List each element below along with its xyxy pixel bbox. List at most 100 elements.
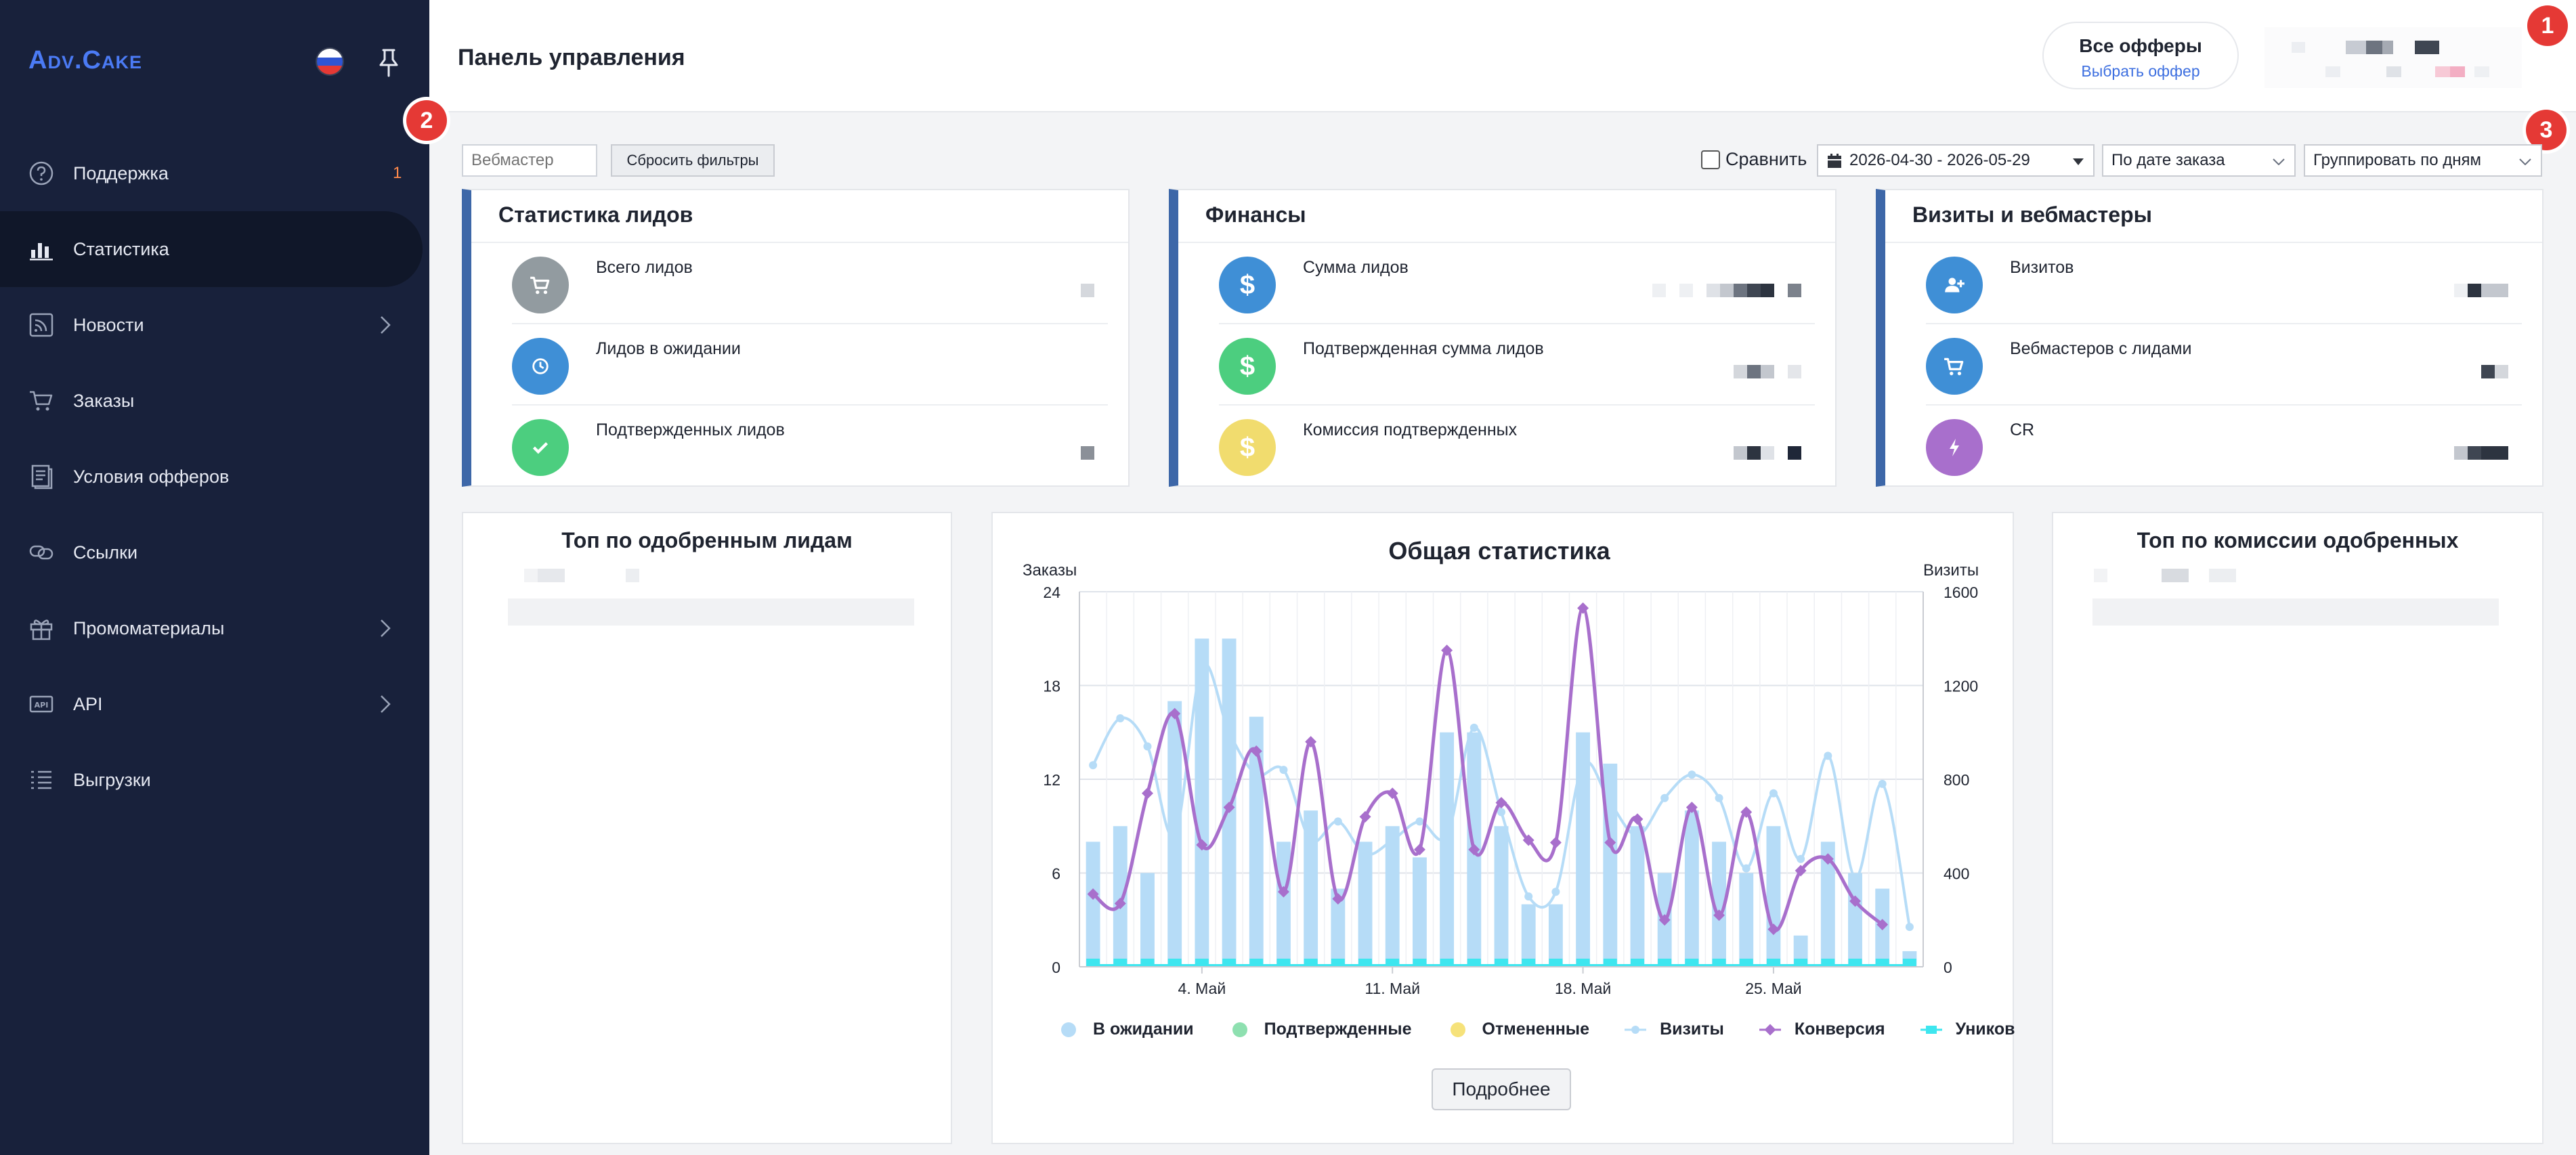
pin-icon[interactable] — [377, 47, 401, 77]
card-title: Статистика лидов — [498, 202, 693, 227]
legend-item[interactable]: В ожидании — [1056, 1020, 1194, 1039]
sidebar-item-links[interactable]: Ссылки — [0, 515, 429, 590]
sidebar-item-label: Условия офферов — [73, 466, 230, 487]
sidebar-item-label: Статистика — [73, 238, 169, 259]
offer-selector-button[interactable]: Все офферы Выбрать оффер — [2042, 22, 2239, 89]
sidebar-item-label: API — [73, 693, 103, 714]
language-flag-icon[interactable] — [317, 49, 343, 74]
cart-icon — [512, 257, 569, 313]
offer-selector-link[interactable]: Выбрать оффер — [2081, 62, 2200, 80]
divider — [1926, 323, 2522, 324]
offer-selector-title: Все офферы — [2079, 35, 2202, 56]
stat-value-redacted — [1734, 365, 1801, 378]
document-list-icon — [31, 464, 53, 489]
dollar-icon: $ — [1219, 338, 1276, 395]
compare-toggle[interactable]: Сравнить — [1701, 149, 1807, 170]
stat-label: Сумма лидов — [1303, 258, 1409, 277]
date-mode-select[interactable]: По дате заказа — [2102, 144, 2296, 177]
sidebar-item-news[interactable]: Новости — [0, 287, 429, 363]
stat-row-leads-sum: $ Сумма лидов — [1219, 243, 1815, 324]
stat-row-webmasters-with-leads: Вебмастеров с лидами — [1926, 324, 2522, 406]
divider — [471, 242, 1128, 243]
legend-label: Отмененные — [1482, 1020, 1590, 1039]
page-title: Панель управления — [458, 45, 685, 70]
cart-icon — [1926, 338, 1983, 395]
stat-label: Лидов в ожидании — [596, 339, 741, 358]
stat-row-pending-leads: Лидов в ожидании — [512, 324, 1108, 406]
legend-label: Визиты — [1660, 1020, 1724, 1039]
sidebar-item-label: Промоматериалы — [73, 617, 225, 638]
divider — [1219, 323, 1815, 324]
compare-checkbox[interactable] — [1701, 150, 1720, 169]
chevron-down-icon — [2273, 158, 2285, 165]
webmaster-filter-input[interactable] — [462, 144, 597, 177]
chevron-right-icon — [381, 316, 391, 334]
date-range-value: 2026-04-30 - 2026-05-29 — [1849, 151, 2030, 169]
chart-icon — [30, 243, 53, 261]
chart-legend: В ожидании Подтвержденные Отмененные Визиты… — [1056, 1020, 2048, 1039]
sidebar-nav: Поддержка 1 Статистика Новости Заказы Ус… — [0, 135, 429, 818]
check-icon — [512, 419, 569, 476]
logo[interactable]: Adv.Cake — [28, 46, 142, 74]
help-circle-icon — [29, 161, 53, 186]
stat-label: Комиссия подтвержденных — [1303, 420, 1518, 439]
chevron-right-icon — [381, 619, 391, 637]
stat-label: Визитов — [2010, 258, 2074, 277]
lightning-icon — [1926, 419, 1983, 476]
link-icon — [29, 545, 53, 560]
sidebar-item-promo[interactable]: Промоматериалы — [0, 590, 429, 666]
legend-marker — [1232, 1022, 1247, 1037]
sidebar-item-label: Выгрузки — [73, 769, 151, 790]
sidebar-item-statistics[interactable]: Статистика — [0, 211, 423, 287]
panel-top-approved-leads: Топ по одобренным лидам — [462, 512, 952, 1144]
card-finances: Финансы $ Сумма лидов $ Подтвержденная с… — [1169, 189, 1837, 487]
chevron-down-icon — [2519, 158, 2531, 165]
stat-value-redacted — [1081, 446, 1094, 460]
panel-title: Топ по комиссии одобренных — [2137, 528, 2459, 552]
stat-value-redacted — [2454, 284, 2508, 297]
stat-label: Подтвержденная сумма лидов — [1303, 339, 1544, 358]
sidebar-item-offer-terms[interactable]: Условия офферов — [0, 439, 429, 515]
panel-top-approved-commission: Топ по комиссии одобренных — [2052, 512, 2543, 1144]
legend-item[interactable]: Визиты — [1623, 1020, 1724, 1039]
stat-row-visits: Визитов — [1926, 243, 2522, 324]
user-info-redacted[interactable] — [2264, 27, 2522, 88]
legend-marker — [1625, 1025, 1647, 1034]
stat-label: Всего лидов — [596, 258, 693, 277]
legend-item[interactable]: Подтвержденные — [1228, 1020, 1412, 1039]
user-plus-icon — [1926, 257, 1983, 313]
stat-label: Вебмастеров с лидами — [2010, 339, 2192, 358]
stat-label: Подтвержденных лидов — [596, 420, 785, 439]
divider — [1926, 404, 2522, 406]
sidebar-item-api[interactable]: API API — [0, 666, 429, 742]
more-details-button[interactable]: Подробнее — [1432, 1068, 1571, 1110]
dollar-icon: $ — [1219, 419, 1276, 476]
panel-general-stats — [991, 512, 2014, 1144]
stat-value-redacted — [1652, 284, 1801, 297]
compare-label: Сравнить — [1725, 149, 1807, 169]
stat-row-confirmed-leads: Подтвержденных лидов — [512, 406, 1108, 487]
sidebar-item-exports[interactable]: Выгрузки — [0, 742, 429, 818]
legend-item[interactable]: Конверсия — [1758, 1020, 1885, 1039]
divider — [1219, 404, 1815, 406]
divider — [512, 323, 1108, 324]
divider — [1178, 242, 1835, 243]
divider — [1885, 242, 2542, 243]
annotation-marker-3: 3 — [2526, 110, 2567, 150]
sidebar-item-support[interactable]: Поддержка 1 — [0, 135, 429, 211]
stat-row-confirmed-sum: $ Подтвержденная сумма лидов — [1219, 324, 1815, 406]
legend-label: Уников — [1955, 1020, 2015, 1039]
stat-value-redacted — [1081, 284, 1094, 297]
sidebar-item-orders[interactable]: Заказы — [0, 363, 429, 439]
caret-down-icon — [2073, 158, 2084, 165]
divider — [512, 404, 1108, 406]
redacted-text — [524, 569, 639, 582]
legend-item[interactable]: Уников — [1919, 1020, 2015, 1039]
legend-item[interactable]: Отмененные — [1446, 1020, 1590, 1039]
legend-label: В ожидании — [1093, 1020, 1194, 1039]
placeholder-bar — [508, 598, 914, 626]
gift-icon — [30, 619, 53, 640]
date-range-picker[interactable]: 2026-04-30 - 2026-05-29 — [1817, 144, 2095, 177]
reset-filters-button[interactable]: Сбросить фильтры — [611, 144, 775, 177]
grouping-select[interactable]: Группировать по дням — [2304, 144, 2542, 177]
